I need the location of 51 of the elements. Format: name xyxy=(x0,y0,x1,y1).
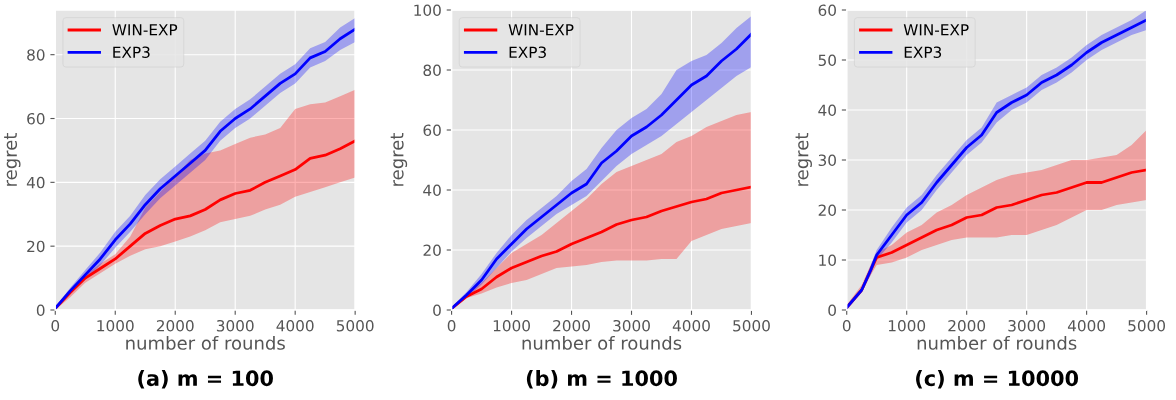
y-tick-label: 40 xyxy=(818,104,836,117)
x-tick-label: 0 xyxy=(842,319,851,332)
x-tick-label: 2000 xyxy=(948,319,986,332)
y-tick-label: 20 xyxy=(27,240,45,253)
x-tick-label: 3000 xyxy=(613,319,650,332)
text: (b) m = 1000 xyxy=(526,370,677,389)
x-tick-label: 4000 xyxy=(276,319,314,332)
x-axis-title: number of rounds xyxy=(126,335,285,350)
legend-label: EXP3 xyxy=(113,46,150,58)
y-tick-label: 40 xyxy=(423,184,441,197)
x-tick-label: 4000 xyxy=(1067,319,1106,332)
y-tick-label: 0 xyxy=(433,304,441,317)
x-tick-label: 0 xyxy=(51,319,60,332)
y-tick-label: 40 xyxy=(26,176,45,189)
y-tick-label: 60 xyxy=(818,4,836,17)
x-tick-label: 5000 xyxy=(336,319,374,332)
text: (c) m = 10000 xyxy=(916,370,1079,389)
y-tick-label: 80 xyxy=(27,49,45,61)
x-tick-label: 3000 xyxy=(1008,319,1046,332)
legend-label: EXP3 xyxy=(509,46,546,58)
x-tick-label: 5000 xyxy=(733,319,770,332)
y-tick-label: 60 xyxy=(27,112,45,125)
y-axis-title: regret xyxy=(390,133,408,186)
x-tick-label: 3000 xyxy=(216,319,254,332)
x-tick-label: 2000 xyxy=(553,319,590,332)
y-axis-title: regret xyxy=(4,133,21,186)
y-tick-label: 0 xyxy=(36,304,45,317)
text: (a) m = 100 xyxy=(138,370,273,389)
y-tick-label: 20 xyxy=(818,204,836,217)
x-tick-label: 4000 xyxy=(672,319,710,332)
legend-label: EXP3 xyxy=(904,46,942,58)
x-axis-title: number of rounds xyxy=(917,335,1077,350)
y-tick-label: 30 xyxy=(818,154,836,167)
y-tick-label: 50 xyxy=(818,54,836,67)
x-tick-label: 2000 xyxy=(156,319,194,332)
y-axis-title: regret xyxy=(795,133,812,186)
x-tick-label: 1000 xyxy=(493,319,530,332)
y-tick-label: 80 xyxy=(423,64,441,77)
y-tick-label: 100 xyxy=(414,4,441,17)
y-tick-label: 60 xyxy=(423,124,441,137)
x-tick-label: 5000 xyxy=(1128,319,1166,332)
y-tick-label: 0 xyxy=(828,304,836,317)
x-tick-label: 1000 xyxy=(888,319,926,332)
x-tick-label: 0 xyxy=(447,319,456,332)
y-tick-label: 20 xyxy=(423,244,441,257)
x-axis-title: number of rounds xyxy=(522,335,682,350)
x-tick-label: 1000 xyxy=(97,319,134,332)
legend-label: WIN-EXP xyxy=(903,24,969,36)
legend-label: WIN-EXP xyxy=(112,24,178,36)
legend-label: WIN-EXP xyxy=(508,24,574,36)
y-tick-label: 10 xyxy=(819,254,836,267)
